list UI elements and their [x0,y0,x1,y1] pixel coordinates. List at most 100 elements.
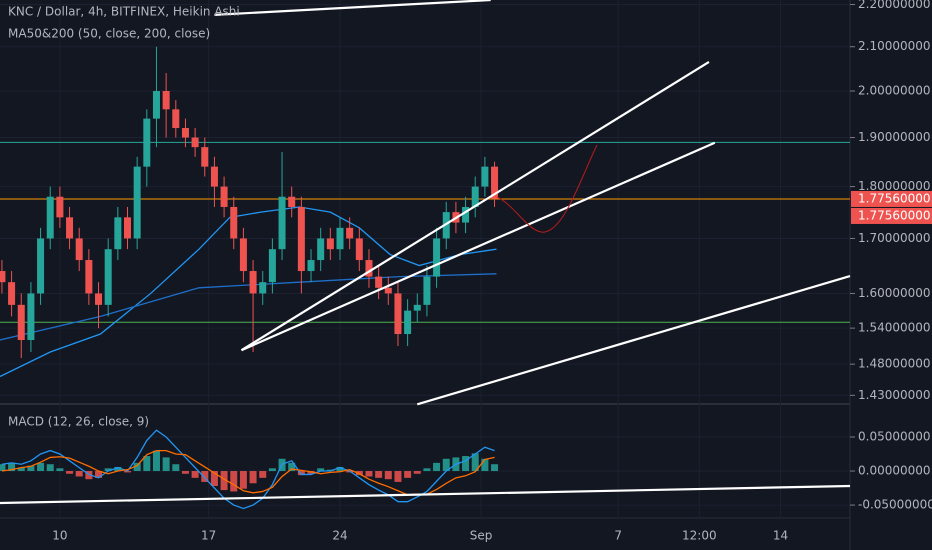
indicator-line [0,273,497,341]
candle-body [133,166,141,239]
x-tick-label: 17 [201,529,216,543]
candle-body [172,109,180,129]
histogram-bar [239,471,247,489]
x-tick-label: 14 [773,529,788,543]
histogram-bar [442,458,450,472]
candle-body [104,249,112,305]
histogram-bar [56,468,64,472]
candle-body [307,260,315,272]
histogram-bar [394,471,402,482]
candle-body [56,196,64,218]
candle-body [210,166,218,187]
candle-body [114,217,122,250]
histogram-bar [181,471,189,474]
histogram-bar [404,471,412,478]
y-tick-label: 2.20000000 [858,0,931,11]
histogram-bar [17,467,25,472]
candle-body [404,310,412,335]
candle-body [442,212,450,239]
candle-body [297,206,305,272]
histogram-bar [288,462,296,472]
candle-body [317,238,325,261]
candle-body [230,206,238,239]
candle-body [201,147,209,167]
histogram-bar [104,468,112,472]
y-tick-label: 1.80000000 [858,179,931,193]
candle-body [95,293,103,305]
histogram-bar [230,471,238,492]
histogram-bar [0,464,6,472]
histogram-bar [46,464,54,472]
price-label: 1.77560000 [858,191,931,205]
candle-body [17,304,25,340]
candle-body [124,217,131,239]
candle-body [413,304,421,311]
trend-line [240,61,710,352]
y-tick-label: 1.60000000 [858,286,931,300]
x-tick-label: Sep [470,529,493,543]
histogram-bar [210,471,218,487]
candle-body [346,227,354,239]
trend-line [416,274,851,406]
indicator-label: MA50&200 (50, close, 200, close) [8,27,210,41]
candle-body [37,238,45,294]
candle-body [491,166,499,199]
candle-body [365,260,373,277]
candle-body [46,196,54,239]
histogram-bar [152,450,160,472]
histogram-bar [471,453,479,472]
indicator-line [1,429,495,510]
candle-body [181,128,189,138]
histogram-bar [249,471,257,484]
price-label-box [851,190,932,207]
candle-body [268,249,276,283]
histogram-bar [133,462,141,472]
candle-body [336,227,344,250]
y-tick-label: 1.48000000 [858,357,931,371]
histogram-bar [481,458,489,472]
candle-body [8,282,16,305]
plot [0,0,851,518]
histogram-bar [27,465,35,472]
histogram-bar [462,456,470,472]
histogram-bar [201,471,209,482]
y-tick-label: -0.05000000 [858,498,932,512]
histogram-bar [297,471,305,476]
candle-body [75,238,83,261]
y-tick-label: 1.54000000 [858,321,931,335]
candle-body [220,186,228,207]
candle-body [66,217,74,239]
candle-body [162,90,170,110]
x-tick-label: 10 [52,529,67,543]
histogram-bar [114,466,122,472]
histogram-bar [336,466,344,472]
histogram-bar [172,464,180,472]
candle-body [288,196,296,207]
histogram-bar [95,471,103,478]
trend-line [214,0,491,16]
y-tick-label: 1.70000000 [858,231,931,245]
histogram-bar [37,462,45,472]
y-tick-label: 1.43000000 [858,388,931,402]
histogram-bar [375,471,383,478]
candle-body [85,260,93,294]
y-tick-label: 1.90000000 [858,130,931,144]
histogram-bar [365,471,373,477]
histogram-bar [191,471,199,478]
x-tick-label: 24 [332,529,347,543]
candle-body [152,90,160,119]
histogram-bar [317,468,325,472]
forecast-path [496,144,598,233]
histogram-bar [220,471,228,491]
candle-body [375,276,383,288]
candle-body [394,293,402,335]
candle-body [355,238,363,261]
y-tick-label: 0.05000000 [858,429,931,443]
price-label: 1.77560000 [858,208,931,222]
histogram-bar [491,464,499,472]
histogram-bar [162,457,170,472]
histogram-bar [75,471,83,477]
candle-body [326,238,334,250]
candle-body [433,238,441,277]
